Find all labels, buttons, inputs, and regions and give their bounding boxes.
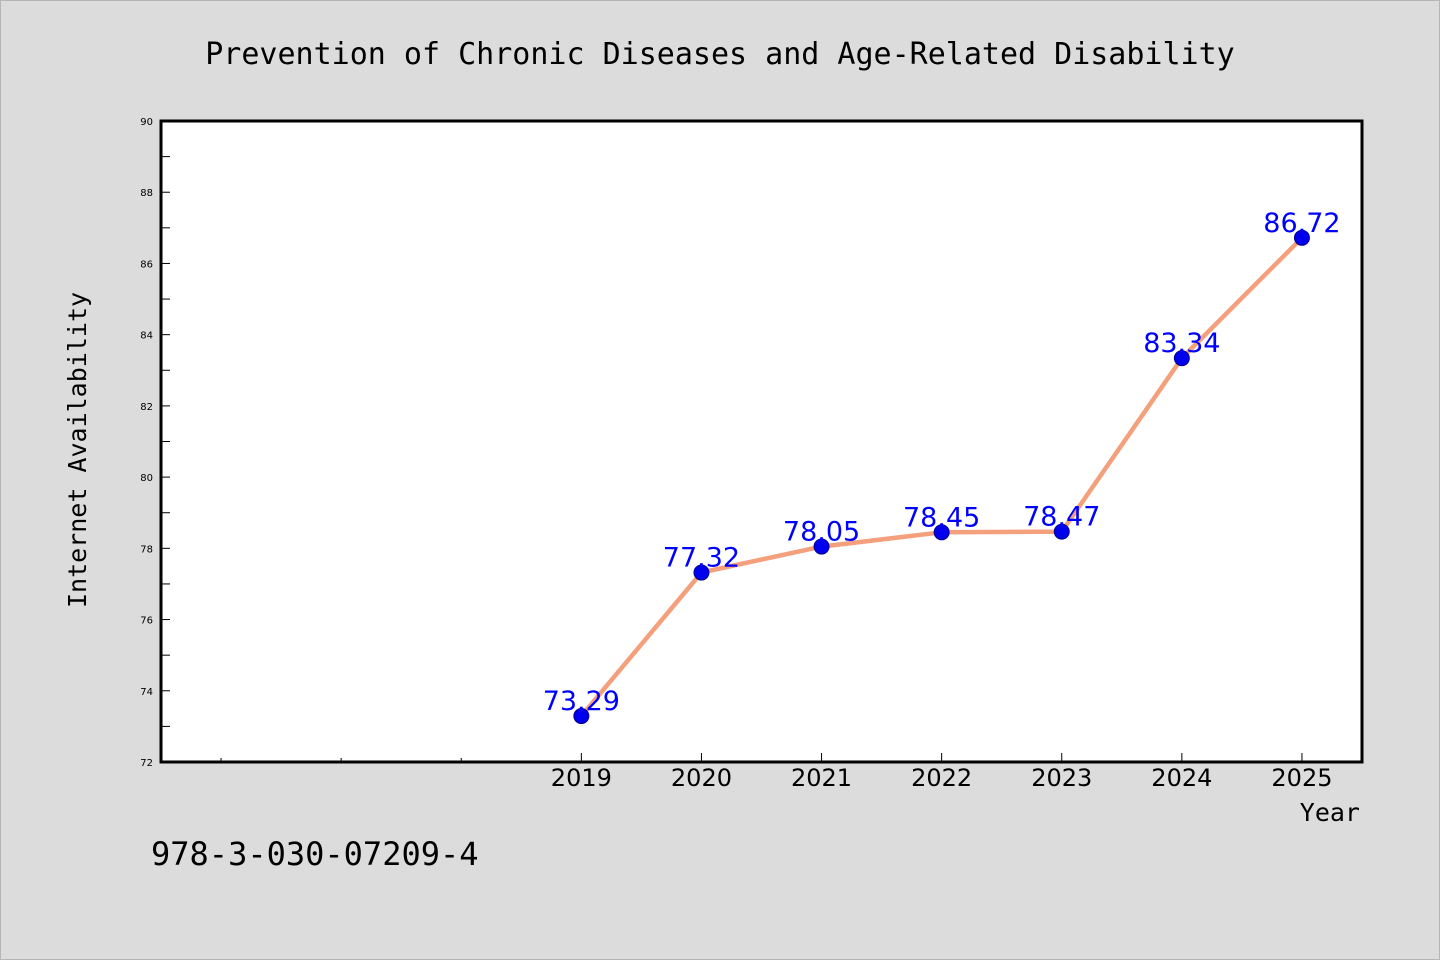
y-tick-label: 82 xyxy=(140,402,153,413)
y-tick-label: 90 xyxy=(140,117,153,128)
data-point xyxy=(813,538,830,555)
data-label: 78.05 xyxy=(783,517,860,548)
y-tick-label: 80 xyxy=(140,473,153,484)
data-point xyxy=(933,524,950,541)
x-tick-label: 2024 xyxy=(1151,764,1212,792)
y-tick-label: 72 xyxy=(140,758,153,769)
x-tick-label: 2021 xyxy=(791,764,852,792)
chart-title: Prevention of Chronic Diseases and Age-R… xyxy=(205,37,1235,72)
data-point xyxy=(1173,350,1190,367)
x-tick-label: 2023 xyxy=(1031,764,1092,792)
y-tick-label: 74 xyxy=(140,687,153,698)
data-point xyxy=(1293,229,1310,246)
data-point xyxy=(693,564,710,581)
data-point xyxy=(1053,523,1070,540)
data-labels-layer: 73.29 77.32 78.05 78.45 78.47 83.34 86.72 xyxy=(543,208,1341,717)
y-tick-label: 88 xyxy=(140,188,153,199)
axis-ticks: 72 74 76 78 80 82 84 86 88 90 2019 2020 2021 2022 2023… xyxy=(140,117,1332,792)
data-point xyxy=(573,708,590,725)
data-label: 73.29 xyxy=(543,686,620,717)
y-axis-label: Internet Availability xyxy=(63,292,92,608)
data-label: 78.45 xyxy=(903,502,980,533)
plot-area xyxy=(161,121,1362,762)
data-label: 83.34 xyxy=(1143,328,1220,359)
x-tick-label: 2020 xyxy=(671,764,732,792)
y-tick-label: 84 xyxy=(140,331,153,342)
x-tick-label: 2022 xyxy=(911,764,972,792)
data-label: 78.47 xyxy=(1023,502,1100,533)
y-tick-label: 76 xyxy=(140,616,153,627)
data-points-layer xyxy=(573,229,1310,725)
x-axis-label: Year xyxy=(1300,798,1360,827)
x-tick-label: 2019 xyxy=(551,764,612,792)
plot-frame xyxy=(159,119,1364,764)
data-label: 86.72 xyxy=(1263,208,1340,239)
data-label: 77.32 xyxy=(663,543,740,574)
y-tick-label: 86 xyxy=(140,259,153,270)
isbn-annotation: 978-3-030-07209-4 xyxy=(151,835,479,873)
x-tick-label: 2025 xyxy=(1271,764,1332,792)
y-tick-label: 78 xyxy=(140,544,153,555)
